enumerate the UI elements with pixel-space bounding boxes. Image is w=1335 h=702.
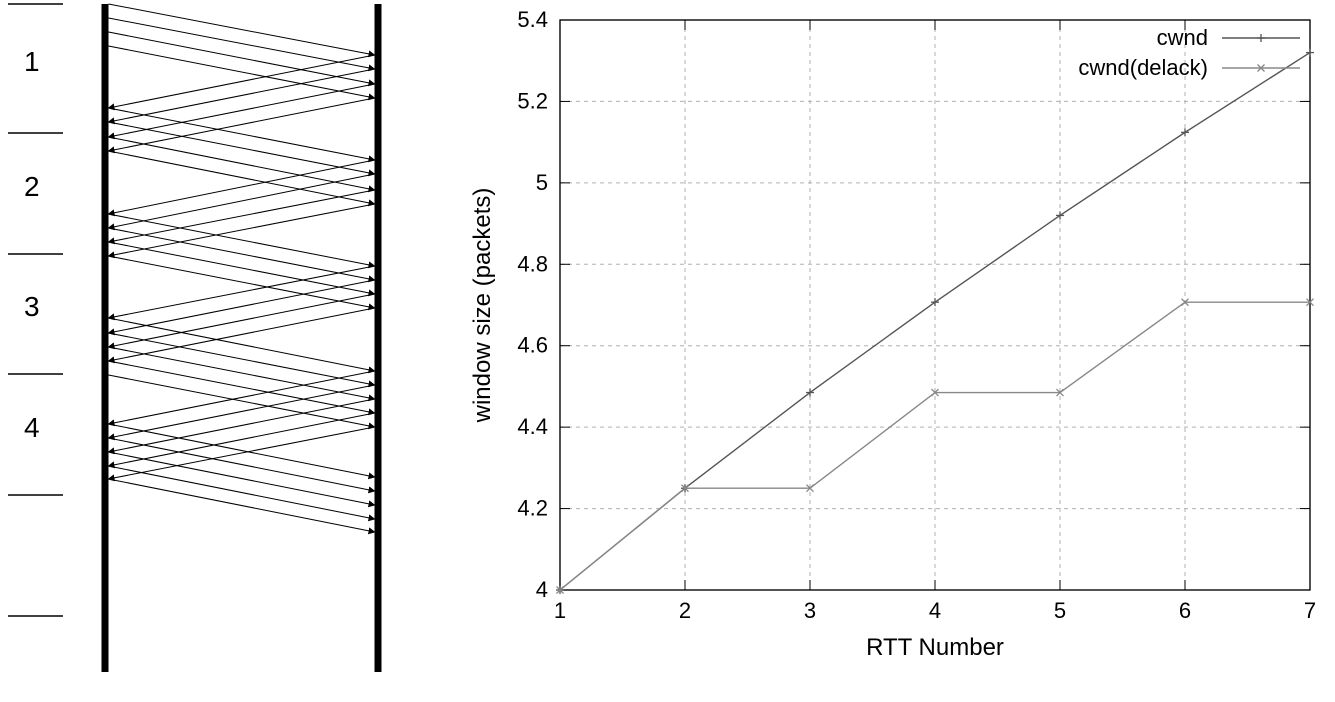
message-arrow [109, 18, 375, 69]
message-arrow [109, 333, 375, 385]
message-arrow [109, 424, 375, 477]
rtt-label: 1 [24, 46, 40, 77]
message-arrow [109, 413, 375, 466]
y-tick-label: 5.4 [517, 7, 548, 32]
y-tick-label: 4.2 [517, 496, 548, 521]
message-arrow [109, 151, 375, 204]
message-arrow [109, 371, 375, 424]
message-arrow [109, 452, 375, 505]
message-arrow [109, 122, 375, 174]
message-arrow [109, 204, 375, 256]
x-tick-label: 2 [679, 598, 691, 623]
legend-label-cwnd: cwnd [1157, 25, 1208, 50]
message-arrow [109, 266, 375, 318]
y-tick-label: 4 [536, 577, 548, 602]
y-axis-label: window size (packets) [469, 188, 496, 424]
message-arrow [109, 385, 375, 438]
rtt-label: 4 [24, 412, 40, 443]
message-arrow [109, 98, 375, 151]
x-tick-label: 4 [929, 598, 941, 623]
y-tick-label: 4.4 [517, 414, 548, 439]
message-arrow [109, 318, 375, 371]
message-arrow [109, 256, 375, 308]
message-arrow [109, 69, 375, 122]
message-arrow [109, 55, 375, 108]
rtt-label: 2 [24, 171, 40, 202]
message-arrow [109, 228, 375, 280]
y-tick-label: 5 [536, 170, 548, 195]
x-tick-label: 1 [554, 598, 566, 623]
x-tick-label: 3 [804, 598, 816, 623]
message-arrow [109, 32, 375, 84]
message-arrow [109, 46, 375, 98]
message-arrow [109, 479, 375, 532]
message-arrow [109, 214, 375, 266]
message-arrow [109, 280, 375, 333]
x-tick-label: 5 [1054, 598, 1066, 623]
message-arrow [109, 84, 375, 137]
y-tick-label: 4.8 [517, 251, 548, 276]
message-arrow [109, 427, 375, 479]
message-arrow [109, 438, 375, 491]
x-tick-label: 7 [1304, 598, 1316, 623]
y-tick-label: 4.6 [517, 333, 548, 358]
x-axis-label: RTT Number [866, 634, 1004, 661]
message-arrow [109, 399, 375, 452]
x-tick-label: 6 [1179, 598, 1191, 623]
message-arrow [109, 294, 375, 347]
message-arrow [109, 108, 375, 160]
message-arrow [109, 174, 375, 228]
chart-svg: 1 2 3 4 5 6 7 4 4.2 4.4 4.6 4.8 5 5.2 5.4 RTT Number win… [430, 0, 1335, 702]
message-arrow [109, 375, 375, 427]
message-arrow [109, 242, 375, 294]
chart-panel: 1 2 3 4 5 6 7 4 4.2 4.4 4.6 4.8 5 5.2 5.4 RTT Number win… [430, 0, 1335, 702]
message-arrow [109, 361, 375, 413]
message-arrow [109, 160, 375, 214]
message-arrow [109, 347, 375, 399]
sequence-panel: 1 2 3 4 [0, 0, 430, 702]
sequence-svg: 1 2 3 4 [0, 0, 430, 702]
message-arrow [109, 190, 375, 242]
figure-container: 1 2 3 4 1 2 3 4 5 6 7 4 4.2 4.4 4.6 4.8 5 5.2 5.4 RTT Numb… [0, 0, 1335, 702]
y-tick-label: 5.2 [517, 88, 548, 113]
legend-label-cwnd_delack: cwnd(delack) [1078, 55, 1208, 80]
message-arrow [109, 308, 375, 361]
message-arrow [109, 4, 375, 55]
message-arrow [109, 466, 375, 519]
rtt-label: 3 [24, 291, 40, 322]
